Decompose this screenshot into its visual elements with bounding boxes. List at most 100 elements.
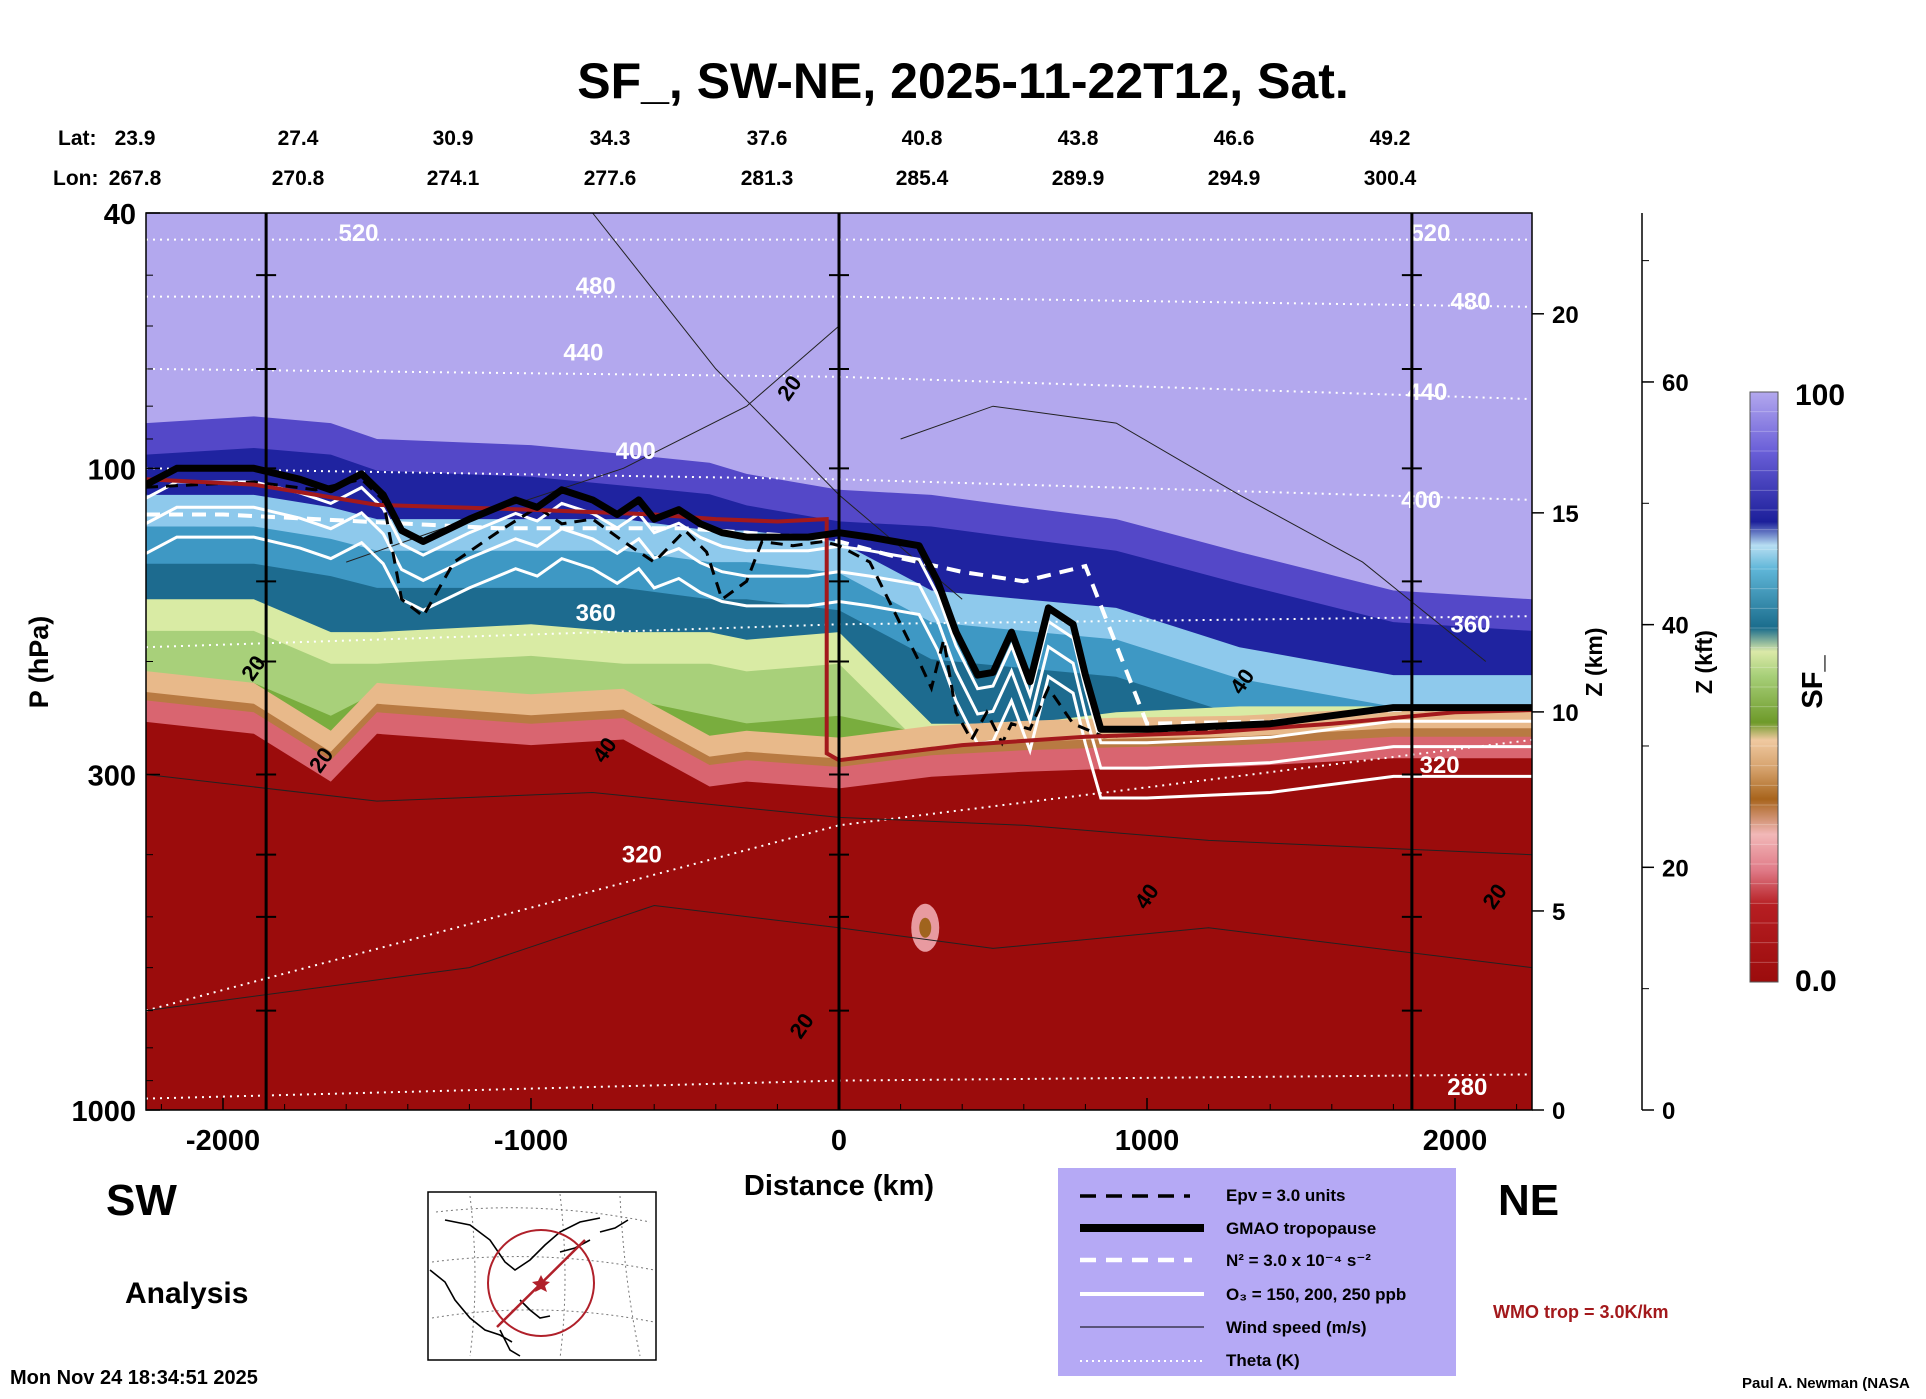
ne-label: NE xyxy=(1498,1176,1559,1225)
theta-label-12: 280 xyxy=(1447,1074,1487,1101)
p-tick-label: 1000 xyxy=(71,1096,136,1128)
vertical-markers xyxy=(256,213,1422,1110)
legend-label-n2: N² = 3.0 x 10⁻⁴ s⁻² xyxy=(1226,1251,1371,1270)
z-kft-tick-label: 20 xyxy=(1662,855,1689,882)
legend-label-ozone: O₃ = 150, 200, 250 ppb xyxy=(1226,1285,1406,1304)
inset-map xyxy=(427,1191,657,1361)
wind-speed-contour-5 xyxy=(592,213,963,600)
inset-map-coastline xyxy=(429,1217,629,1357)
z-kft-axis-label: Z (kft) xyxy=(1691,630,1717,694)
wmo-trop-note: WMO trop = 3.0K/km xyxy=(1493,1302,1669,1322)
timestamp: Mon Nov 24 18:34:51 2025 xyxy=(10,1367,258,1389)
inset-map-range-circle xyxy=(487,1229,595,1337)
latitude-value: 23.9 xyxy=(115,127,156,150)
inset-map-center-star-icon xyxy=(532,1275,550,1292)
theta-label-6: 400 xyxy=(616,438,656,465)
z-km-tick-label: 20 xyxy=(1552,302,1579,329)
inset-map-graticule xyxy=(431,1193,655,1359)
latitude-value: 27.4 xyxy=(278,127,319,150)
epv-contour xyxy=(146,477,1532,747)
wmo-tropopause-line xyxy=(146,477,1532,763)
theta-label-7: 400 xyxy=(1401,487,1441,514)
z-km-tick-label: 15 xyxy=(1552,501,1579,528)
sf-field xyxy=(146,213,1532,1110)
lon-axis-label: Lon: xyxy=(53,167,98,190)
x-tick-label: -2000 xyxy=(186,1125,260,1157)
x-tick-label: -1000 xyxy=(494,1125,568,1157)
x-tick-label: 0 xyxy=(831,1125,847,1157)
colorbar-gradient xyxy=(1749,391,1779,983)
longitude-value: 285.4 xyxy=(896,167,949,190)
x-axis-label: Distance (km) xyxy=(744,1170,934,1202)
gmao-tropopause-line xyxy=(146,464,1532,733)
longitude-value: 289.9 xyxy=(1052,167,1105,190)
analysis-label: Analysis xyxy=(125,1277,248,1310)
longitude-value: 281.3 xyxy=(741,167,794,190)
legend-label-theta: Theta (K) xyxy=(1226,1351,1300,1370)
field-anomaly-inner xyxy=(919,917,932,938)
latitude-value: 40.8 xyxy=(902,127,943,150)
lat-lon-header: 23.9 27.4 30.9 34.3 37.6 40.8 43.8 46.6 49.2 267.… xyxy=(109,127,1417,190)
latitude-value: 49.2 xyxy=(1370,127,1411,150)
latitude-value: 34.3 xyxy=(590,127,631,150)
colorbar-title: SF_ xyxy=(1797,655,1829,709)
longitude-value: 300.4 xyxy=(1364,167,1417,190)
lat-axis-label: Lat: xyxy=(58,127,97,150)
longitude-value: 267.8 xyxy=(109,167,162,190)
colorbar-min-label: 0.0 xyxy=(1795,965,1837,998)
colorbar: 100 0.0 SF_ xyxy=(1749,379,1845,998)
z-km-tick-label: 5 xyxy=(1552,899,1565,926)
p-tick-label: 40 xyxy=(104,199,136,231)
theta-label-0: 520 xyxy=(338,220,378,247)
x-tick-label: 1000 xyxy=(1115,1125,1180,1157)
theta-label-4: 440 xyxy=(563,340,603,367)
theta-contour-320 xyxy=(146,738,1532,1012)
p-tick-label: 100 xyxy=(88,454,136,486)
theta-label-9: 360 xyxy=(1450,611,1490,638)
chart-title: SF_, SW-NE, 2025-11-22T12, Sat. xyxy=(577,53,1349,109)
ozone-contour-150 xyxy=(146,480,1532,745)
z-km-tick-label: 10 xyxy=(1552,700,1579,727)
y-axis-label: P (hPa) xyxy=(24,616,54,709)
wind-speed-contour-4 xyxy=(900,405,1487,662)
z-kft-tick-label: 60 xyxy=(1662,370,1689,397)
legend: Epv = 3.0 units GMAO tropopause N² = 3.0… xyxy=(1058,1168,1456,1376)
x-tick-label: 2000 xyxy=(1423,1125,1488,1157)
axes: -2000 -1000 0 1000 2000 40 100 300 1000 0 5 10 15 20 0… xyxy=(71,199,1688,1157)
latitude-value: 30.9 xyxy=(433,127,474,150)
theta-label-3: 480 xyxy=(1450,289,1490,316)
longitude-value: 274.1 xyxy=(427,167,480,190)
z-kft-tick-label: 0 xyxy=(1662,1098,1675,1125)
sw-label: SW xyxy=(106,1176,177,1225)
n2-contour xyxy=(146,512,1532,726)
theta-label-5: 440 xyxy=(1407,379,1447,406)
theta-label-10: 320 xyxy=(622,842,662,869)
credit-text: Paul A. Newman (NASA xyxy=(1742,1375,1910,1392)
z-km-axis-label: Z (km) xyxy=(1581,628,1607,697)
ozone-contour-250 xyxy=(146,535,1532,800)
z-km-tick-label: 0 xyxy=(1552,1098,1565,1125)
latitude-value: 37.6 xyxy=(747,127,788,150)
legend-box xyxy=(1058,1168,1456,1376)
legend-label-tropopause: GMAO tropopause xyxy=(1226,1219,1376,1238)
longitude-value: 270.8 xyxy=(272,167,325,190)
p-tick-label: 300 xyxy=(88,760,136,792)
ozone-contour-200 xyxy=(146,505,1532,770)
longitude-value: 294.9 xyxy=(1208,167,1261,190)
inset-map-frame xyxy=(427,1191,657,1361)
latitude-value: 43.8 xyxy=(1058,127,1099,150)
longitude-value: 277.6 xyxy=(584,167,637,190)
theta-label-11: 320 xyxy=(1420,752,1460,779)
latitude-value: 46.6 xyxy=(1214,127,1255,150)
theta-label-8: 360 xyxy=(576,600,616,627)
colorbar-max-label: 100 xyxy=(1795,379,1845,412)
colorbar-bands xyxy=(1750,411,1778,963)
z-kft-tick-label: 40 xyxy=(1662,613,1689,640)
theta-label-1: 520 xyxy=(1410,220,1450,247)
wind-speed-contour-3 xyxy=(346,325,840,563)
legend-label-epv: Epv = 3.0 units xyxy=(1226,1186,1346,1205)
legend-label-wind: Wind speed (m/s) xyxy=(1226,1318,1367,1337)
theta-label-2: 480 xyxy=(576,273,616,300)
